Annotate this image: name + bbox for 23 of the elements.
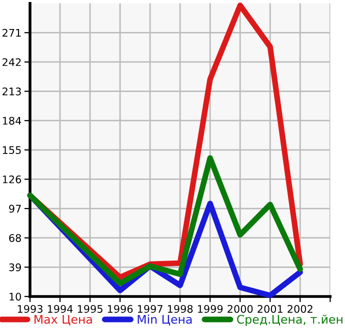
x-tick-label: 1993 (18, 304, 42, 313)
y-tick-label: 155 (2, 146, 21, 154)
legend-label: Сред.Цена, т.йен (237, 314, 342, 326)
legend-label: Max Цена (34, 314, 92, 326)
legend-label: Min Цена (138, 314, 192, 326)
y-tick-label: 10 (10, 292, 21, 301)
y-tick-label: 213 (2, 88, 21, 96)
x-tick-label: 1998 (168, 304, 193, 313)
x-tick-label: 1999 (198, 304, 223, 313)
x-tick-label: 2000 (228, 304, 253, 313)
x-tick-label: 2001 (258, 304, 282, 313)
x-tick-label: 1997 (138, 304, 162, 313)
y-tick-label: 97 (9, 204, 21, 213)
x-tick-label: 1995 (78, 304, 102, 313)
x-tick-label: 2002 (288, 304, 312, 313)
y-tick-label: 242 (2, 58, 21, 66)
y-tick-label: 39 (9, 263, 21, 272)
x-tick-label: 1994 (48, 304, 73, 313)
x-tick-label: 1996 (108, 304, 133, 313)
y-tick-label: 68 (9, 234, 21, 242)
y-tick-label: 271 (2, 28, 21, 37)
y-tick-label: 184 (2, 116, 22, 125)
y-tick-label: 126 (2, 175, 22, 184)
